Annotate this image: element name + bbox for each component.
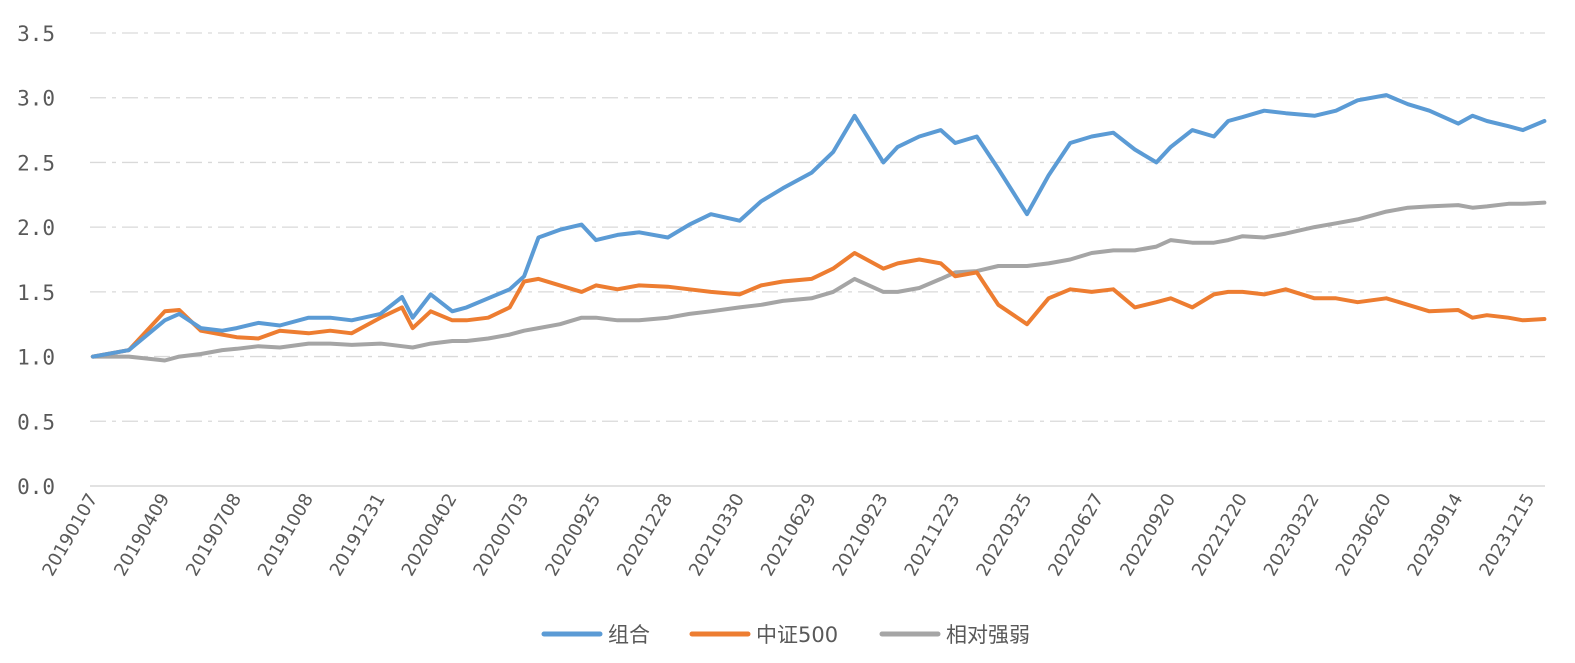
y-tick-label: 3.5 [17, 22, 55, 46]
x-tick-label: 20210629 [757, 490, 821, 580]
x-tick-label: 20210330 [685, 490, 749, 580]
x-tick-label: 20220325 [972, 490, 1036, 580]
x-tick-label: 20220920 [1116, 490, 1180, 580]
x-tick-label: 20191008 [254, 490, 318, 580]
x-tick-label: 20200703 [469, 490, 533, 580]
legend: 组合 中证500 相对强弱 [541, 623, 1030, 647]
series-lines [91, 93, 1547, 363]
y-tick-label: 1.0 [17, 346, 55, 370]
y-tick-label: 3.0 [17, 87, 55, 111]
x-tick-label: 20220627 [1044, 490, 1108, 580]
series-line-2 [91, 200, 1547, 363]
x-tick-label: 20191231 [326, 490, 390, 580]
series-line-1 [91, 251, 1547, 359]
x-tick-label: 20201228 [613, 490, 677, 580]
y-tick-label: 0.5 [17, 410, 55, 434]
x-tick-label: 20211223 [901, 490, 965, 580]
x-tick-label: 20231215 [1475, 490, 1539, 580]
x-tick-label: 20190708 [182, 490, 246, 580]
y-axis-tick-labels: 0.0 0.5 1.0 1.5 2.0 2.5 3.0 3.5 [17, 22, 55, 499]
x-tick-label: 20230914 [1403, 490, 1467, 580]
x-tick-label: 20210923 [829, 490, 893, 580]
x-tick-label: 20200402 [398, 490, 462, 580]
x-tick-label: 20190409 [110, 490, 174, 580]
x-tick-label: 20200925 [541, 490, 605, 580]
legend-label: 组合 [608, 623, 650, 647]
x-tick-label: 20221220 [1188, 490, 1252, 580]
y-tick-label: 1.5 [17, 281, 55, 305]
y-tick-label: 0.0 [17, 475, 55, 499]
x-tick-label: 20230620 [1332, 490, 1396, 580]
y-tick-label: 2.0 [17, 216, 55, 240]
y-tick-label: 2.5 [17, 151, 55, 175]
legend-label: 相对强弱 [946, 623, 1030, 647]
x-axis-tick-labels: 20190107 20190409 20190708 20191008 20191231… [38, 490, 1539, 580]
series-line-0 [91, 93, 1547, 359]
gridlines [90, 32, 1545, 487]
legend-label: 中证500 [756, 623, 838, 647]
x-tick-label: 20230322 [1260, 490, 1324, 580]
x-tick-label: 20190107 [38, 490, 102, 580]
